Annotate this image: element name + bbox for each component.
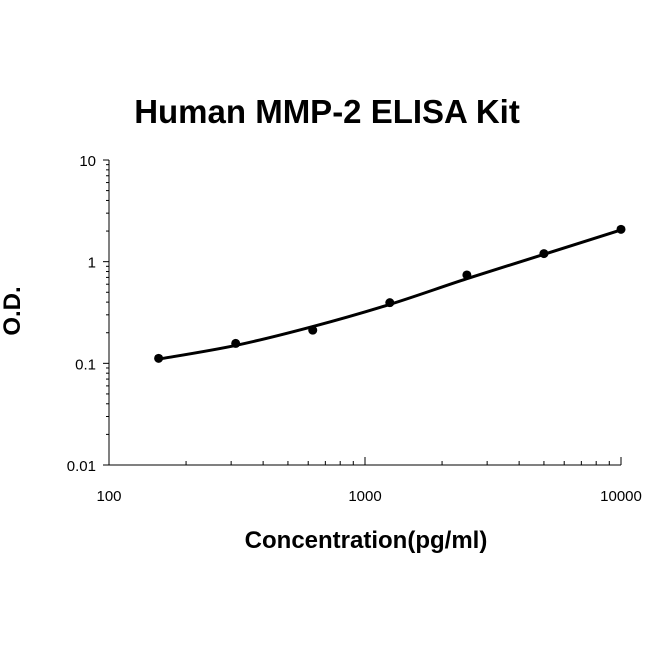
chart-title: Human MMP-2 ELISA Kit — [134, 93, 520, 130]
data-point — [616, 224, 626, 234]
x-tick-label: 100 — [96, 488, 121, 505]
data-point — [154, 353, 164, 363]
fit-curve-group — [157, 228, 623, 361]
y-tick-label: 10 — [79, 153, 96, 170]
fit-curve-line — [157, 228, 623, 361]
y-axis-label: O.D. — [0, 286, 26, 335]
axes: 0.01 0.1 1 10 100 1000 10000 — [67, 153, 642, 505]
data-point — [308, 325, 318, 335]
y-tick-label: 0.1 — [75, 356, 96, 373]
data-point — [385, 298, 395, 308]
x-axis-label: Concentration(pg/ml) — [245, 527, 488, 554]
data-point — [231, 338, 241, 348]
data-points — [154, 224, 626, 363]
y-tick-label: 0.01 — [67, 458, 96, 475]
x-tick-label: 1000 — [348, 488, 381, 505]
data-point — [462, 270, 472, 280]
x-tick-label: 10000 — [600, 488, 642, 505]
y-tick-label: 1 — [88, 255, 96, 272]
data-point — [539, 249, 549, 259]
